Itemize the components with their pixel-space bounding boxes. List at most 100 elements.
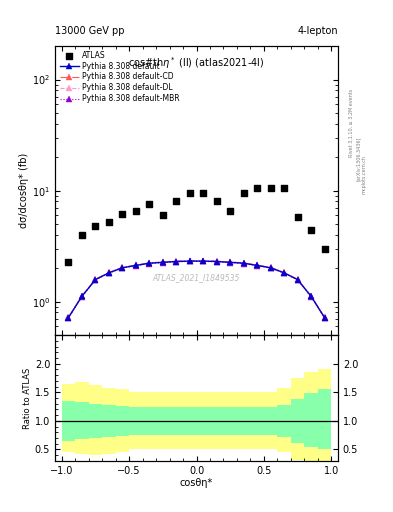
Pythia 8.308 default-DL: [107, 269, 111, 275]
Pythia 8.308 default-MBR: [80, 293, 84, 300]
ATLAS: [227, 207, 233, 216]
Pythia 8.308 default-MBR: [201, 259, 206, 265]
Pythia 8.308 default-CD: [268, 264, 273, 270]
Pythia 8.308 default: [93, 276, 98, 283]
Pythia 8.308 default-MBR: [322, 315, 327, 321]
Text: mcplots.cern.ch: mcplots.cern.ch: [362, 155, 367, 194]
Pythia 8.308 default-MBR: [93, 277, 98, 283]
Pythia 8.308 default-MBR: [147, 261, 152, 267]
Pythia 8.308 default-DL: [174, 258, 179, 264]
Line: Pythia 8.308 default-MBR: Pythia 8.308 default-MBR: [66, 259, 327, 321]
Pythia 8.308 default-MBR: [66, 315, 71, 321]
ATLAS: [200, 189, 206, 197]
ATLAS: [65, 258, 72, 266]
Pythia 8.308 default-DL: [295, 276, 300, 283]
Pythia 8.308 default-CD: [187, 258, 192, 264]
Pythia 8.308 default: [201, 258, 206, 264]
Pythia 8.308 default-MBR: [241, 261, 246, 267]
Pythia 8.308 default-CD: [174, 258, 179, 264]
Pythia 8.308 default-CD: [147, 260, 152, 266]
Pythia 8.308 default-DL: [309, 293, 313, 299]
Line: Pythia 8.308 default: Pythia 8.308 default: [66, 259, 327, 321]
Pythia 8.308 default-CD: [282, 269, 286, 275]
Pythia 8.308 default-DL: [268, 265, 273, 271]
Pythia 8.308 default: [228, 259, 233, 265]
Y-axis label: Ratio to ATLAS: Ratio to ATLAS: [23, 367, 32, 429]
Pythia 8.308 default: [295, 276, 300, 283]
Pythia 8.308 default-MBR: [107, 270, 111, 276]
Pythia 8.308 default-CD: [201, 258, 206, 264]
Pythia 8.308 default-MBR: [214, 259, 219, 265]
Pythia 8.308 default-CD: [255, 262, 259, 268]
Pythia 8.308 default-MBR: [134, 263, 138, 269]
Pythia 8.308 default-CD: [80, 293, 84, 299]
Pythia 8.308 default-CD: [241, 260, 246, 266]
Pythia 8.308 default-MBR: [309, 293, 313, 300]
Pythia 8.308 default-DL: [160, 259, 165, 265]
Pythia 8.308 default-MBR: [255, 263, 259, 269]
Pythia 8.308 default-DL: [66, 314, 71, 321]
Pythia 8.308 default-CD: [66, 314, 71, 320]
Line: Pythia 8.308 default-CD: Pythia 8.308 default-CD: [66, 258, 327, 320]
ATLAS: [187, 189, 193, 197]
Y-axis label: dσ/dcosθη* (fb): dσ/dcosθη* (fb): [19, 153, 29, 228]
Pythia 8.308 default-CD: [295, 276, 300, 282]
ATLAS: [241, 189, 247, 197]
ATLAS: [321, 245, 328, 253]
ATLAS: [92, 222, 99, 230]
Pythia 8.308 default: [134, 262, 138, 268]
Text: Rivet 3.1.10, ≥ 3.2M events: Rivet 3.1.10, ≥ 3.2M events: [349, 89, 354, 157]
Pythia 8.308 default: [322, 314, 327, 321]
Pythia 8.308 default-CD: [214, 258, 219, 264]
Pythia 8.308 default: [214, 259, 219, 265]
Pythia 8.308 default-DL: [214, 258, 219, 264]
Pythia 8.308 default: [147, 260, 152, 266]
ATLAS: [133, 207, 139, 216]
Pythia 8.308 default: [120, 265, 125, 271]
Text: 4-lepton: 4-lepton: [298, 26, 338, 36]
Pythia 8.308 default-DL: [93, 276, 98, 283]
Pythia 8.308 default-DL: [228, 259, 233, 265]
Text: cos#th$\eta^*$ (ll) (atlas2021-4l): cos#th$\eta^*$ (ll) (atlas2021-4l): [128, 55, 265, 71]
ATLAS: [106, 218, 112, 226]
Pythia 8.308 default-MBR: [174, 259, 179, 265]
Pythia 8.308 default-DL: [201, 258, 206, 264]
ATLAS: [173, 197, 180, 205]
Pythia 8.308 default: [160, 259, 165, 265]
Pythia 8.308 default-CD: [93, 276, 98, 282]
Pythia 8.308 default-DL: [120, 265, 125, 271]
Pythia 8.308 default-CD: [120, 264, 125, 270]
Pythia 8.308 default: [241, 260, 246, 266]
Pythia 8.308 default-DL: [187, 258, 192, 264]
ATLAS: [294, 213, 301, 221]
ATLAS: [213, 197, 220, 205]
Pythia 8.308 default-DL: [134, 262, 138, 268]
Pythia 8.308 default-CD: [309, 293, 313, 299]
ATLAS: [281, 184, 287, 193]
Pythia 8.308 default: [309, 293, 313, 300]
Pythia 8.308 default: [174, 259, 179, 265]
Line: Pythia 8.308 default-DL: Pythia 8.308 default-DL: [66, 258, 327, 320]
Pythia 8.308 default-CD: [322, 314, 327, 320]
ATLAS: [119, 210, 125, 219]
Text: 13000 GeV pp: 13000 GeV pp: [55, 26, 125, 36]
Pythia 8.308 default-DL: [255, 262, 259, 268]
ATLAS: [308, 226, 314, 234]
Pythia 8.308 default-CD: [134, 262, 138, 268]
Pythia 8.308 default-DL: [80, 293, 84, 299]
ATLAS: [254, 184, 260, 193]
Pythia 8.308 default-MBR: [228, 260, 233, 266]
Pythia 8.308 default-DL: [282, 269, 286, 275]
Pythia 8.308 default-MBR: [160, 260, 165, 266]
Pythia 8.308 default-MBR: [282, 270, 286, 276]
ATLAS: [268, 184, 274, 193]
Legend: ATLAS, Pythia 8.308 default, Pythia 8.308 default-CD, Pythia 8.308 default-DL, P: ATLAS, Pythia 8.308 default, Pythia 8.30…: [57, 48, 182, 106]
Pythia 8.308 default: [187, 258, 192, 264]
Pythia 8.308 default-CD: [228, 259, 233, 265]
Text: ATLAS_2021_I1849535: ATLAS_2021_I1849535: [153, 273, 240, 282]
Pythia 8.308 default: [107, 270, 111, 276]
Text: [arXiv:1306.3436]: [arXiv:1306.3436]: [356, 137, 361, 181]
Pythia 8.308 default-DL: [241, 260, 246, 266]
Pythia 8.308 default-MBR: [187, 259, 192, 265]
Pythia 8.308 default: [66, 314, 71, 321]
